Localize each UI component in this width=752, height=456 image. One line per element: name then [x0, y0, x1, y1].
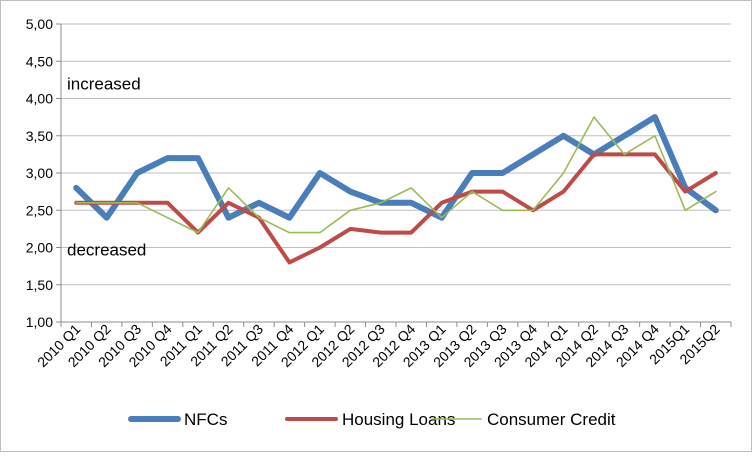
y-tick-label: 1,00 — [26, 314, 53, 330]
annotations: increased decreased — [67, 75, 146, 260]
y-tick-label: 4,00 — [26, 91, 53, 107]
series-line-consumer-credit — [75, 116, 717, 234]
y-tick-label: 3,50 — [26, 128, 53, 144]
series-line-nfcs — [73, 114, 719, 221]
series-lines — [73, 114, 719, 265]
y-tick-label: 5,00 — [26, 16, 53, 32]
y-tick-label: 1,50 — [26, 277, 53, 293]
annotation-label: increased — [67, 75, 141, 94]
y-tick-label: 2,50 — [26, 202, 53, 218]
y-tick-label: 3,00 — [26, 165, 53, 181]
annotation-label: decreased — [67, 241, 146, 260]
legend-label: NFCs — [184, 410, 227, 429]
y-tick-label: 4,50 — [26, 53, 53, 69]
legend-label: Consumer Credit — [487, 410, 616, 429]
y-tick-label: 2,00 — [26, 240, 53, 256]
y-axis-ticks: 1,00 1,50 2,00 2,50 3,00 3,50 4,00 4,50 5,00 — [26, 16, 61, 330]
legend-label: Housing Loans — [342, 410, 455, 429]
series-line-housing-loans — [74, 152, 718, 265]
legend: NFCs Housing Loans Consumer Credit — [128, 410, 616, 429]
